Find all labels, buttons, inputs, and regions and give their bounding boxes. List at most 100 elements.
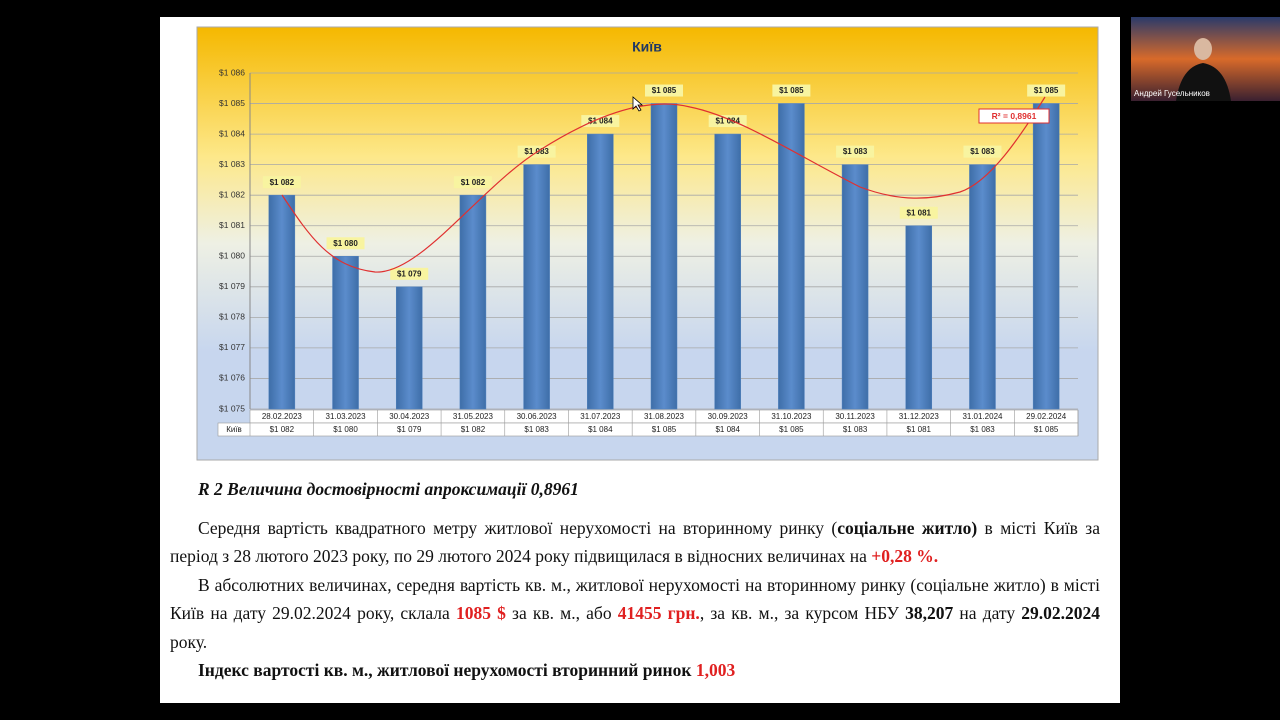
- bar: [395, 286, 423, 410]
- x-tick-label: 31.01.2024: [962, 412, 1003, 421]
- value-label-box: [899, 206, 938, 219]
- bar: [841, 164, 869, 410]
- y-tick-label: $1 076: [219, 373, 245, 383]
- bar: [969, 164, 996, 410]
- table-value: $1 085: [1034, 425, 1059, 434]
- value-label: $1 080: [333, 239, 358, 248]
- x-tick-label: 30.04.2023: [389, 412, 430, 421]
- text: Середня вартість квадратного метру житло…: [198, 517, 838, 538]
- value-label: $1 083: [970, 147, 995, 156]
- chart: Київ $1 075 $1 076 $1 077 $1 078 $1 079 $1 08…: [196, 26, 1099, 461]
- highlight: 1,003: [695, 660, 736, 680]
- value-label: $1 083: [843, 147, 868, 156]
- value-label: $1 081: [907, 208, 932, 217]
- paragraph: В абсолютних величинах, середня вартість…: [170, 571, 1100, 657]
- value-label: $1 082: [270, 178, 295, 187]
- x-tick-label: 30.09.2023: [708, 412, 749, 421]
- value-label-box: [708, 115, 747, 128]
- paragraph: Індекс вартості кв. м., житлової нерухом…: [170, 656, 1100, 685]
- bar: [587, 133, 614, 410]
- table-value: $1 085: [652, 425, 677, 434]
- mouse-cursor: [632, 96, 644, 112]
- text: , за кв. м., за курсом НБУ: [699, 603, 906, 623]
- webcam-tile: Андрей Гусельников: [1131, 17, 1280, 101]
- value-label: $1 084: [588, 117, 613, 126]
- bar: [778, 103, 805, 410]
- x-tick-label: 29.02.2024: [1026, 412, 1067, 421]
- highlight: 1085 $: [455, 603, 506, 623]
- y-tick-label: $1 083: [219, 159, 245, 169]
- table-value: $1 083: [524, 425, 549, 434]
- value-label-box: [262, 176, 301, 189]
- webcam-video: [1131, 17, 1280, 101]
- table-value: $1 085: [779, 425, 804, 434]
- bar: [905, 225, 933, 410]
- y-tick-label: $1 082: [219, 189, 245, 199]
- table-row-label: Київ: [226, 425, 242, 434]
- y-tick-label: $1 086: [219, 67, 245, 77]
- bold-text: 29.02.2024: [1021, 603, 1101, 623]
- y-tick-label: $1 084: [219, 128, 245, 138]
- text: за кв. м., або: [505, 603, 618, 623]
- highlight: 41455 грн.: [617, 603, 700, 623]
- value-label: $1 085: [779, 86, 804, 95]
- r2-annotation: R² = 0,8961: [992, 111, 1037, 121]
- table-value: $1 083: [970, 425, 995, 434]
- table-value: $1 083: [843, 425, 868, 434]
- value-label-box: [645, 84, 683, 97]
- document-page: Київ $1 075 $1 076 $1 077 $1 078 $1 079 $1 08…: [160, 17, 1120, 703]
- x-tick-label: 31.05.2023: [453, 412, 494, 421]
- value-label: $1 082: [461, 178, 486, 187]
- x-tick-label: 30.11.2023: [835, 412, 875, 421]
- annotation-box: [978, 108, 1050, 124]
- bar: [268, 194, 296, 410]
- y-tick-label: $1 080: [219, 251, 245, 261]
- x-tick-label: 31.08.2023: [644, 412, 685, 421]
- text: в місті Київ за період з 28 лютого 2023 …: [170, 517, 1100, 567]
- value-label-box: [772, 84, 811, 97]
- bar: [332, 256, 359, 410]
- table-value: $1 082: [270, 425, 295, 434]
- x-tick-label: 31.12.2023: [899, 412, 940, 421]
- x-tick-label: 31.10.2023: [771, 412, 812, 421]
- bold-text: 38,207: [905, 603, 954, 623]
- x-tick-label: 31.03.2023: [326, 412, 367, 421]
- y-tick-label: $1 075: [219, 403, 245, 413]
- value-label-box: [581, 115, 620, 128]
- bar: [714, 133, 741, 410]
- bar: [650, 103, 678, 410]
- value-label: $1 084: [715, 117, 740, 126]
- bar: [459, 194, 487, 410]
- value-label: $1 085: [1034, 86, 1059, 95]
- value-label: $1 079: [397, 269, 422, 278]
- table-value: $1 079: [397, 425, 422, 434]
- value-label-box: [836, 145, 875, 158]
- y-tick-label: $1 077: [219, 342, 245, 352]
- x-tick-label: 28.02.2023: [262, 412, 303, 421]
- text: року.: [170, 631, 208, 652]
- bold-text: соціальне житло): [837, 517, 978, 538]
- value-label-box: [453, 176, 492, 189]
- bar: [523, 164, 550, 410]
- table-value: $1 084: [715, 425, 740, 434]
- value-label: $1 085: [652, 86, 677, 95]
- highlight: +0,28 %.: [871, 546, 939, 566]
- trend-line: [281, 96, 1046, 273]
- caption: R 2 Величина достовірності апроксимації …: [198, 479, 579, 499]
- x-tick-label: 31.07.2023: [580, 412, 621, 421]
- table-value: $1 082: [461, 425, 486, 434]
- x-tick-label: 30.06.2023: [517, 412, 558, 421]
- text: Індекс вартості кв. м., житлової нерухом…: [198, 660, 696, 680]
- text: В абсолютних величинах, середня вартість…: [170, 574, 1100, 624]
- participant-name: Андрей Гусельников: [1134, 89, 1210, 98]
- y-tick-label: $1 078: [219, 312, 245, 322]
- value-label-box: [326, 237, 365, 250]
- value-label-box: [1027, 84, 1066, 97]
- value-label-box: [963, 145, 1002, 158]
- text: на дату: [953, 603, 1022, 623]
- table-value: $1 084: [588, 425, 613, 434]
- value-label-box: [390, 267, 429, 280]
- y-tick-label: $1 081: [219, 220, 245, 230]
- paragraph: Середня вартість квадратного метру житло…: [170, 514, 1100, 571]
